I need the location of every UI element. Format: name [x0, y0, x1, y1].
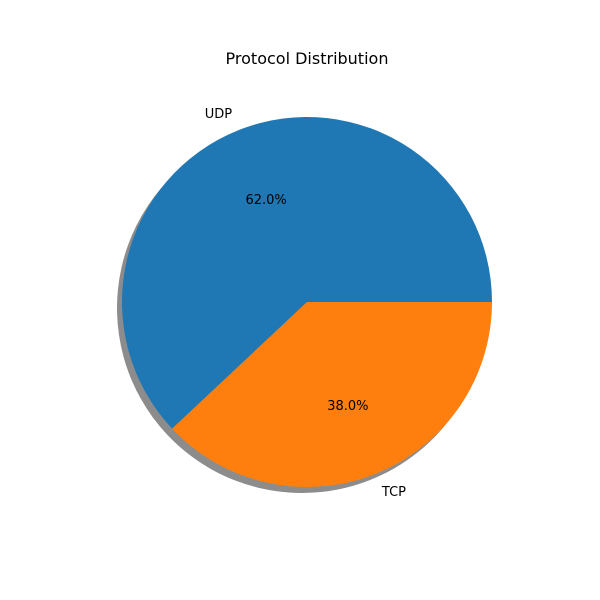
- slice-tcp[interactable]: [172, 302, 492, 488]
- slice-percent-udp: 62.0%: [245, 193, 286, 208]
- slice-label-tcp: TCP: [381, 485, 406, 500]
- slice-percent-tcp: 38.0%: [327, 399, 368, 414]
- pie-labels: UDP 62.0% TCP 38.0%: [205, 107, 406, 500]
- pie-slices: [122, 117, 492, 488]
- chart-title: Protocol Distribution: [226, 49, 389, 68]
- slice-udp[interactable]: [122, 117, 492, 429]
- slice-label-udp: UDP: [205, 107, 233, 122]
